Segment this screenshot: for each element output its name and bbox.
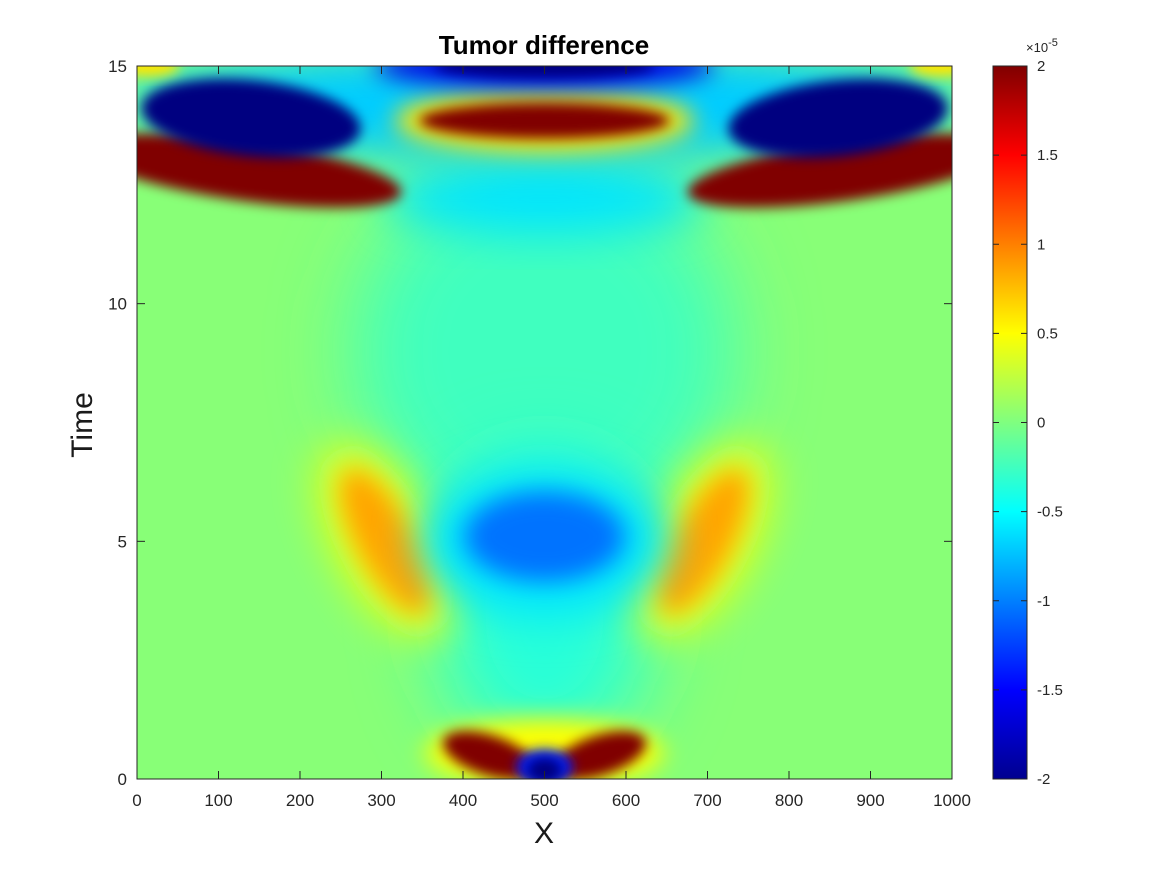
heatmap-blue-core-center xyxy=(464,491,625,582)
colorbar-multiplier-exponent: -5 xyxy=(1048,37,1058,49)
colorbar-tick-label: -1.5 xyxy=(1037,682,1063,699)
colorbar-tick-label: -2 xyxy=(1037,771,1050,788)
x-tick-label: 400 xyxy=(449,791,477,810)
y-axis: 0 5 10 15 xyxy=(108,57,952,789)
heatmap-center-red-core xyxy=(419,102,670,139)
x-tick-label: 200 xyxy=(286,791,314,810)
heatmap-bottom-red-right xyxy=(553,731,646,779)
heatmap-corner-yellow-left xyxy=(137,66,180,76)
y-tick-label: 10 xyxy=(108,295,127,314)
heatmap-red-band-left xyxy=(137,133,402,208)
heatmap-bottom-red-left xyxy=(443,731,536,779)
x-axis-title: X xyxy=(534,817,554,850)
colorbar-tick-label: -1 xyxy=(1037,593,1050,610)
chart-title: Tumor difference xyxy=(439,30,649,60)
y-tick-label: 0 xyxy=(118,770,127,789)
x-tick-label: 600 xyxy=(612,791,640,810)
x-tick-label: 1000 xyxy=(933,791,971,810)
heatmap-red-band-right xyxy=(687,133,952,208)
x-tick-label: 800 xyxy=(775,791,803,810)
x-tick-label: 900 xyxy=(856,791,884,810)
heatmap-field xyxy=(137,66,952,779)
y-tick-label: 5 xyxy=(118,532,127,551)
colorbar-tick-label: 1 xyxy=(1037,236,1045,253)
colorbar-multiplier-base: ×10 xyxy=(1026,40,1048,55)
heatmap-orange-core-right xyxy=(658,469,749,614)
heatmap-orange-core-left xyxy=(340,469,431,614)
heatmap-navy-lobe-left xyxy=(141,78,361,158)
heatmap-cyan-top-band xyxy=(384,164,705,235)
x-tick-label: 100 xyxy=(204,791,232,810)
colorbar-tick-label: 0 xyxy=(1037,415,1045,432)
colorbar: -2 -1.5 -1 -0.5 0 0.5 1 1.5 2 ×10-5 xyxy=(992,37,1063,788)
colorbar-tick-label: -0.5 xyxy=(1037,504,1063,521)
colorbar-tick-label: 1.5 xyxy=(1037,147,1058,164)
x-tick-label: 300 xyxy=(367,791,395,810)
y-axis-title: Time xyxy=(66,392,99,458)
colorbar-tick-label: 2 xyxy=(1037,58,1045,75)
heatmap-corner-yellow-right xyxy=(909,66,952,76)
x-axis: 0 100 200 300 400 500 600 700 800 900 1000 xyxy=(132,66,971,810)
x-tick-label: 500 xyxy=(530,791,558,810)
heatmap-navy-lobe-right xyxy=(728,78,948,158)
colorbar-multiplier: ×10-5 xyxy=(1026,37,1058,55)
heatmap-bottom-navy-center xyxy=(526,757,563,779)
x-tick-label: 0 xyxy=(132,791,141,810)
heatmap-broad-cyan-funnel xyxy=(354,161,735,542)
colorbar-tick-label: 0.5 xyxy=(1037,325,1058,342)
y-tick-label: 15 xyxy=(108,57,127,76)
x-tick-label: 700 xyxy=(693,791,721,810)
